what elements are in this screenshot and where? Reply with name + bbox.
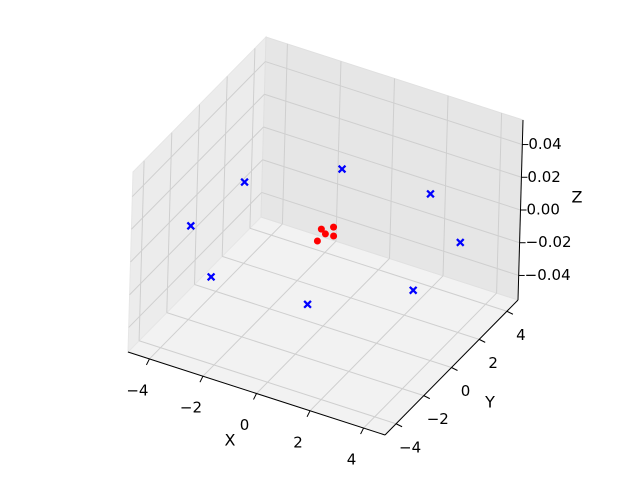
x-tick-label: 0 [240, 416, 250, 434]
grid-line [265, 61, 523, 146]
tick-mark [360, 427, 365, 435]
point [330, 223, 338, 231]
grid-line [222, 255, 480, 340]
x-axis-line [127, 351, 386, 436]
grid-line [128, 192, 263, 328]
z-tick-label: −0.04 [525, 266, 571, 284]
y-tick-label: −4 [399, 438, 421, 456]
point [186, 221, 196, 231]
point [303, 300, 312, 309]
z-tick-label: −0.02 [526, 233, 572, 251]
point [337, 164, 347, 174]
point [206, 272, 216, 282]
grid-line [130, 126, 264, 263]
x-tick-label: −4 [126, 381, 148, 399]
grid-line [131, 93, 265, 230]
point [240, 177, 249, 187]
grid-line [249, 227, 508, 312]
x-tick-label: 2 [293, 433, 303, 451]
z-tick-label: 0.02 [527, 168, 560, 186]
grid-line [194, 284, 452, 368]
point [330, 232, 338, 240]
tick-mark [395, 423, 403, 428]
point [321, 230, 329, 238]
grid-line [262, 159, 520, 244]
z-tick-label: 0.04 [528, 135, 561, 153]
z-axis-label: Z [572, 188, 583, 207]
tick-mark [451, 367, 458, 371]
y-axis-label: Y [484, 393, 495, 412]
point [317, 225, 325, 233]
z-tick-label: 0.00 [527, 201, 560, 219]
tick-mark [478, 338, 486, 343]
tick-mark [506, 310, 514, 315]
tick-mark [253, 393, 257, 400]
x-tick-label: 4 [347, 451, 357, 469]
x-axis-label: X [225, 431, 236, 450]
y-axis-line [384, 299, 519, 436]
grid-line [138, 340, 397, 425]
grid-line [129, 159, 263, 296]
z-axis-line [517, 119, 524, 301]
y-tick-label: −2 [427, 410, 449, 428]
grid-line [166, 312, 424, 397]
y-tick-label: 4 [516, 326, 526, 344]
grid-line [261, 191, 519, 276]
point [313, 237, 321, 245]
point [408, 286, 418, 295]
tick-mark [306, 410, 311, 418]
x-tick-label: −2 [180, 399, 202, 417]
grid-line [264, 93, 522, 178]
tick-mark [199, 375, 204, 383]
y-tick-label: 2 [488, 354, 498, 372]
point [426, 189, 435, 199]
tick-mark [423, 395, 431, 400]
grid-line [131, 61, 266, 197]
point [456, 238, 465, 247]
tick-mark [145, 358, 150, 366]
grid-line [263, 126, 521, 211]
y-tick-label: 0 [461, 382, 471, 400]
